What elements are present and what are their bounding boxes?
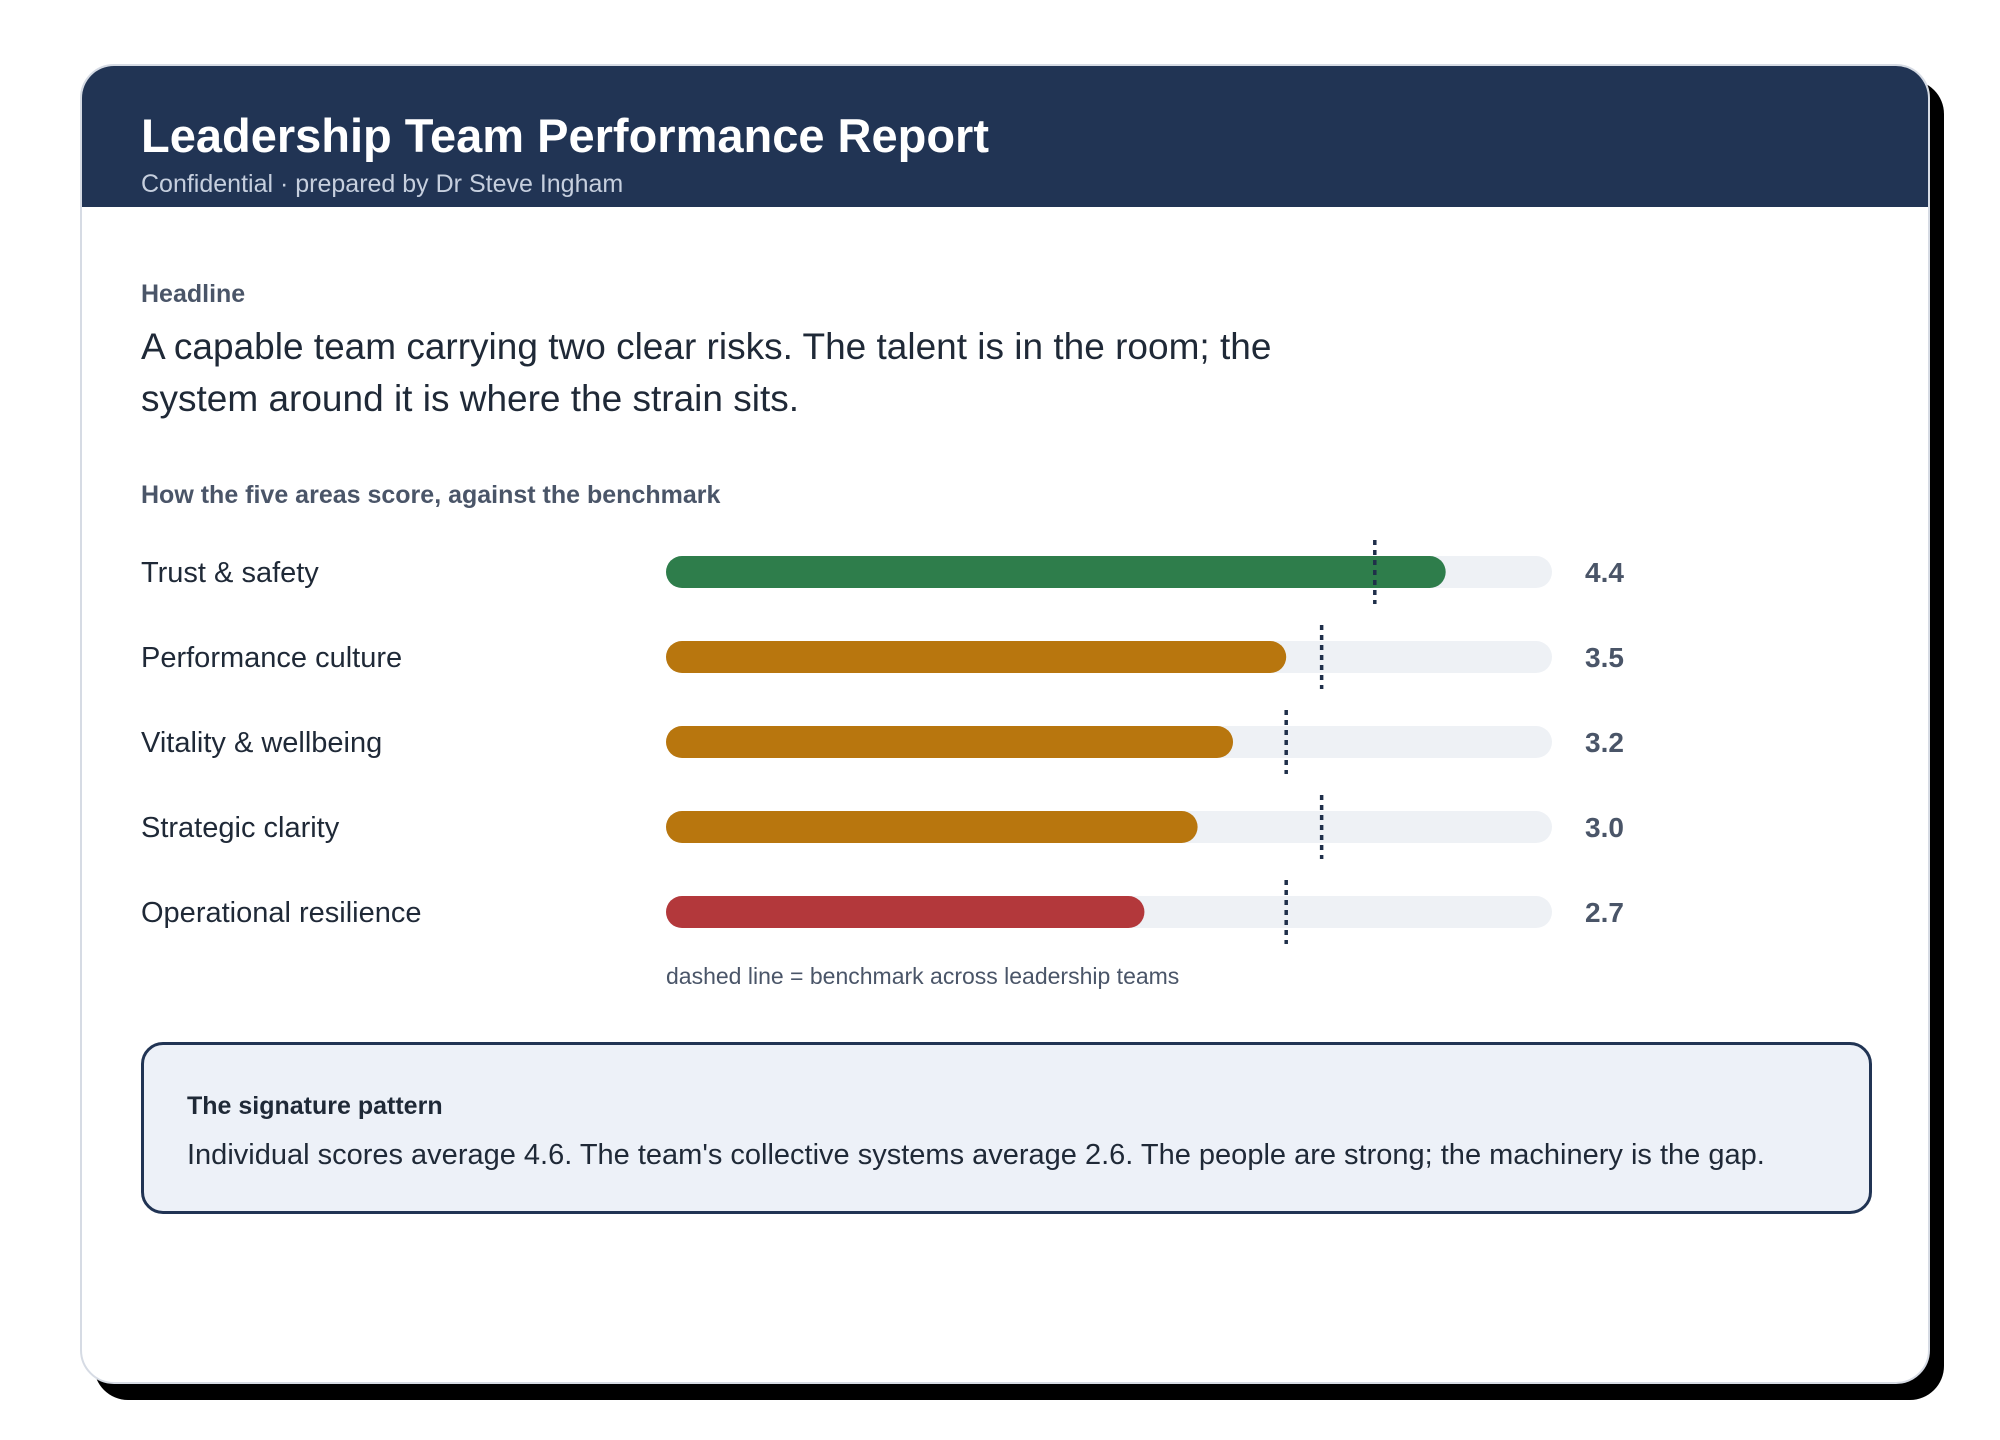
score-bar bbox=[666, 556, 1446, 588]
report-subtitle: Confidential · prepared by Dr Steve Ingh… bbox=[141, 170, 624, 198]
score-bar bbox=[666, 726, 1234, 758]
score-bar-chart: Trust & safety 4.4 Performance culture 3.5 V… bbox=[141, 540, 1624, 989]
signature-pattern-text: Individual scores average 4.6. The team'… bbox=[187, 1139, 1765, 1171]
headline-text: A capable team carrying two clear risks.… bbox=[141, 326, 1272, 419]
bar-value-label: 2.7 bbox=[1585, 897, 1624, 928]
score-bar bbox=[666, 896, 1145, 928]
bar-category-label: Strategic clarity bbox=[141, 812, 340, 844]
score-bar bbox=[666, 811, 1198, 843]
benchmark-legend-note: dashed line = benchmark across leadershi… bbox=[666, 963, 1179, 989]
bar-category-label: Operational resilience bbox=[141, 897, 421, 929]
score-bar bbox=[666, 641, 1287, 673]
bar-category-label: Performance culture bbox=[141, 642, 402, 674]
bar-value-label: 3.2 bbox=[1585, 727, 1624, 758]
headline-label: Headline bbox=[141, 280, 246, 308]
bar-category-label: Vitality & wellbeing bbox=[141, 727, 382, 759]
signature-pattern-panel: The signature pattern Individual scores … bbox=[141, 1042, 1872, 1214]
report-card: Leadership Team Performance Report Confi… bbox=[80, 64, 1930, 1384]
bar-value-label: 3.0 bbox=[1585, 812, 1624, 843]
bar-category-label: Trust & safety bbox=[141, 557, 319, 589]
signature-pattern-title: The signature pattern bbox=[187, 1092, 443, 1120]
report-title: Leadership Team Performance Report bbox=[141, 109, 989, 162]
bar-value-label: 3.5 bbox=[1585, 642, 1624, 673]
bar-value-label: 4.4 bbox=[1585, 557, 1624, 588]
chart-title: How the five areas score, against the be… bbox=[141, 481, 721, 509]
report-header: Leadership Team Performance Report Confi… bbox=[82, 66, 1928, 207]
